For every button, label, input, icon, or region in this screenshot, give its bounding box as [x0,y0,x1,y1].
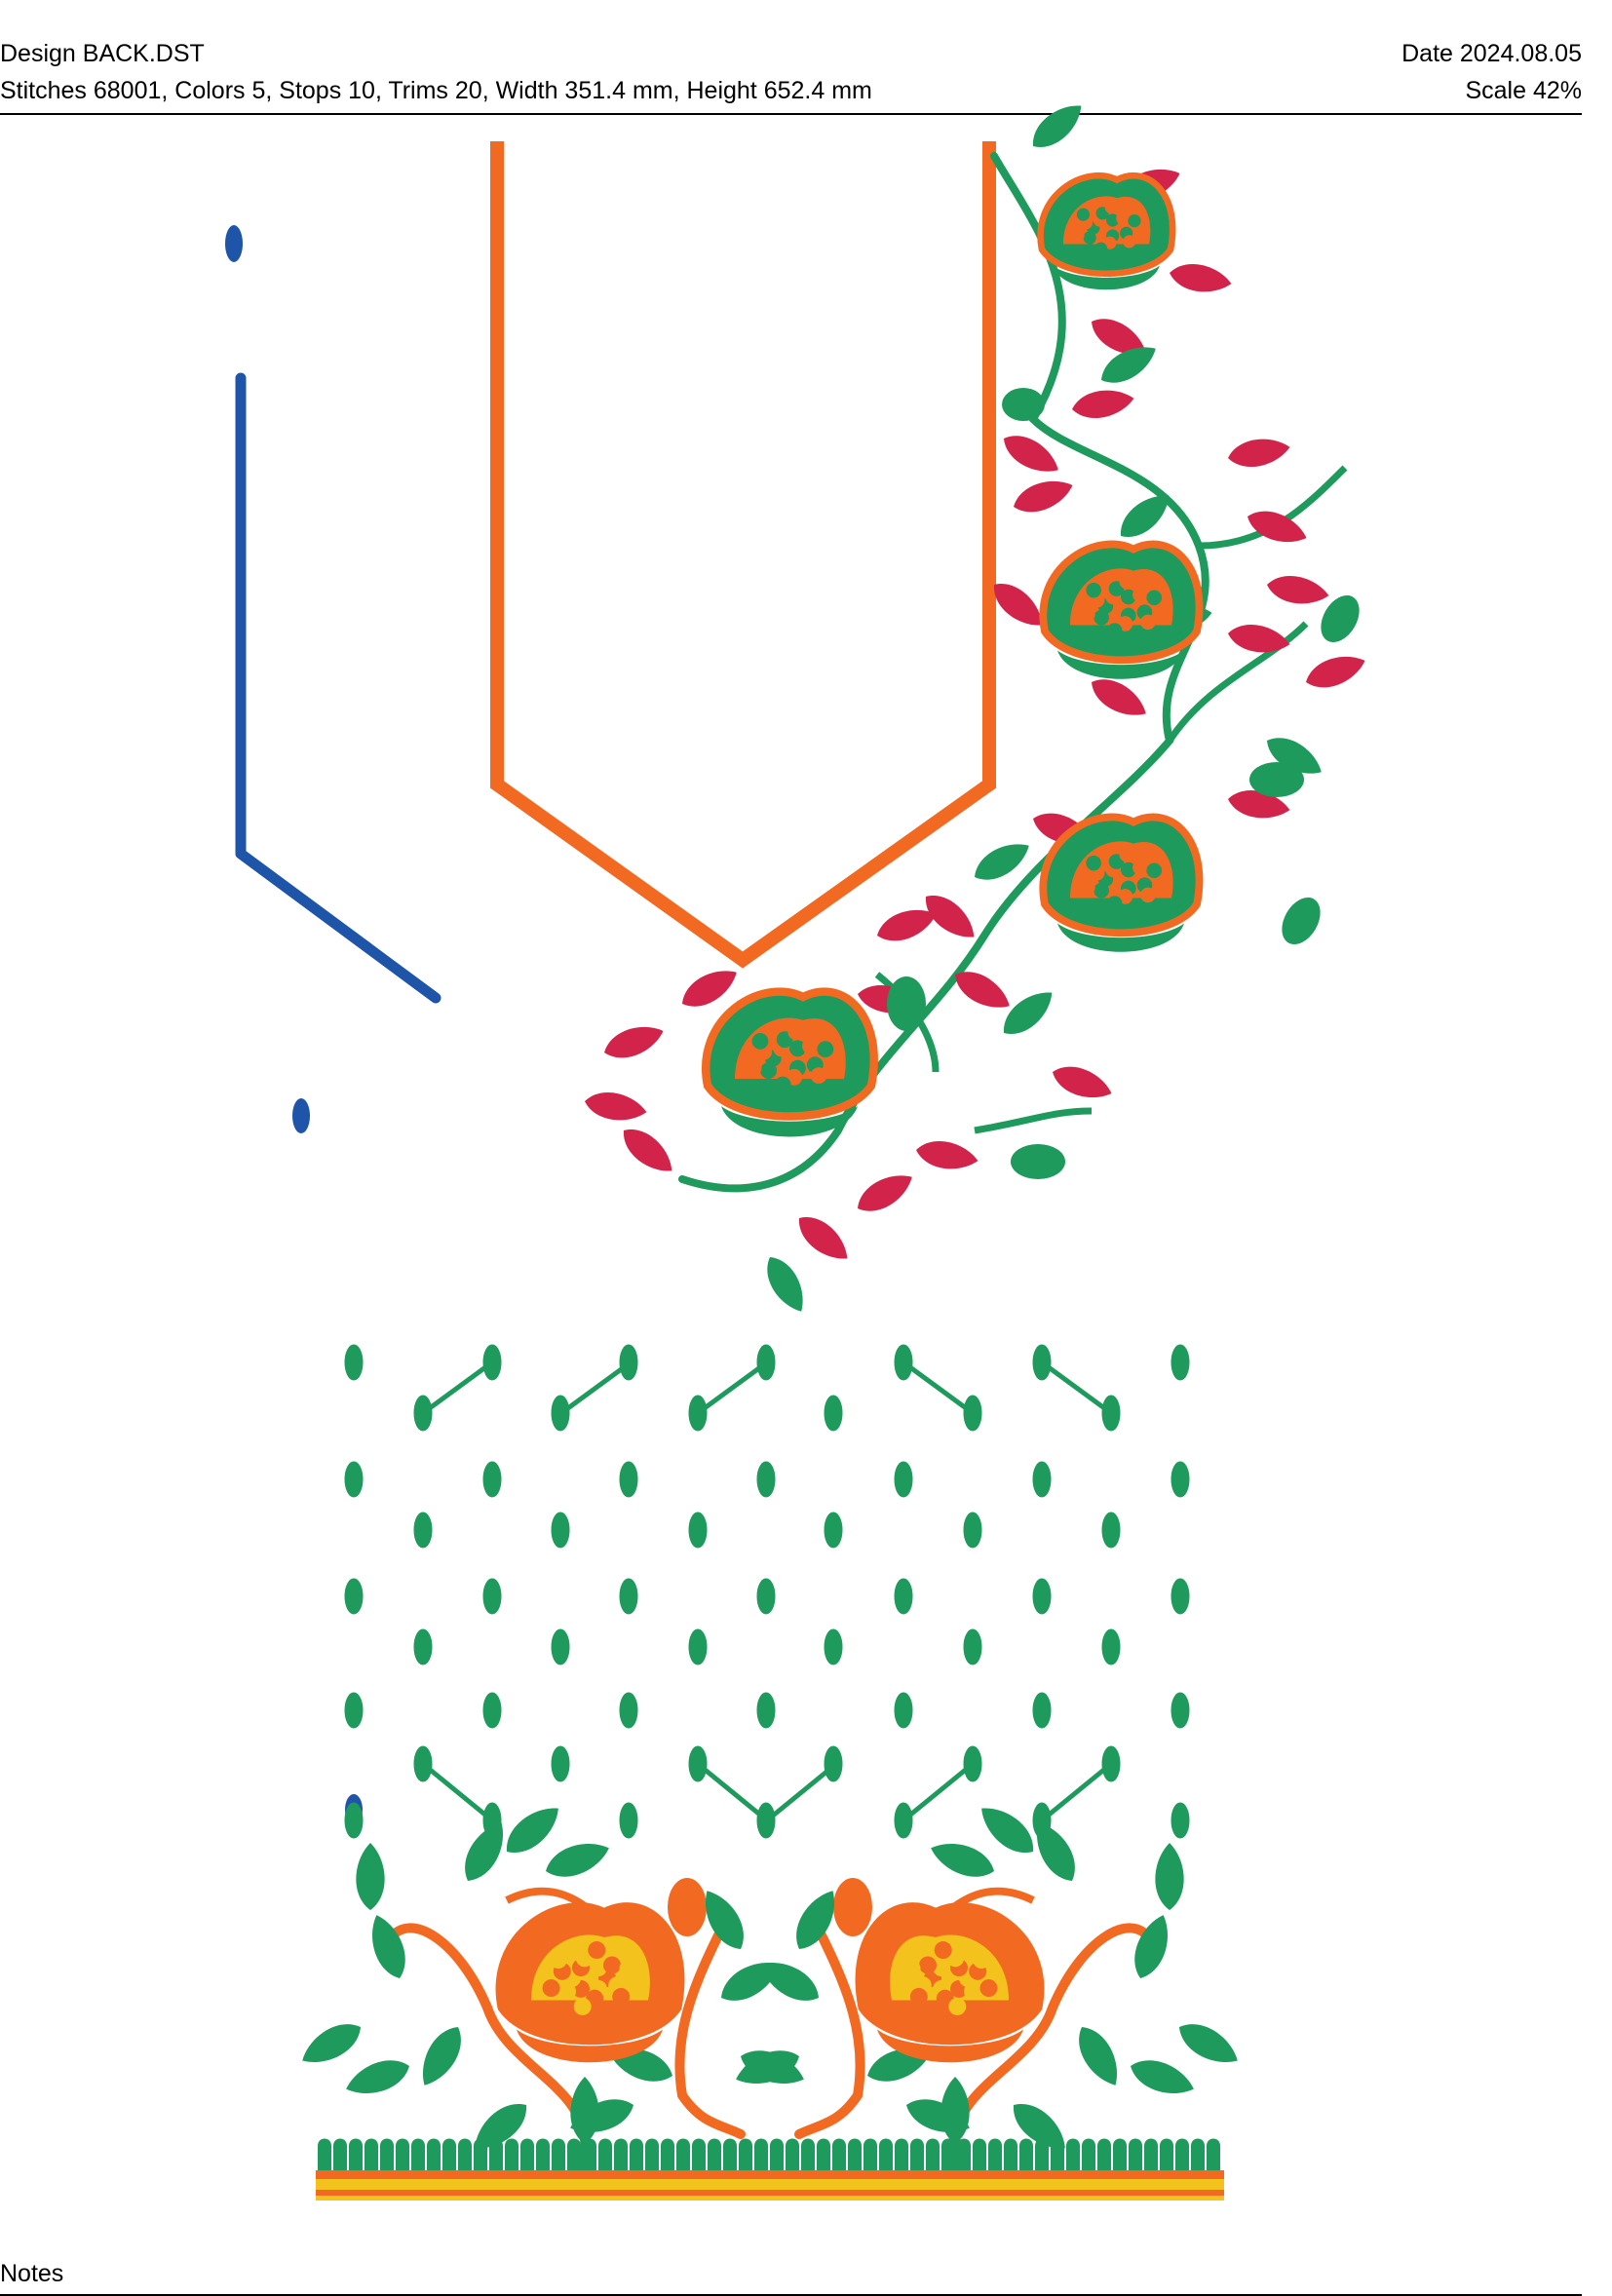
design-scale: Scale 42% [1465,77,1582,104]
floral-corner-motif [585,105,1365,1312]
base-border [316,2138,1224,2200]
design-name: Design BACK.DST [0,40,205,67]
notes-label: Notes [0,2260,64,2287]
border-flower-motif [302,1808,1238,2178]
dot-pattern [344,1344,1190,1839]
blue-guide-line [225,225,441,1825]
neckline-outline [490,141,996,969]
design-stats: Stitches 68001, Colors 5, Stops 10, Trim… [0,77,872,104]
design-date: Date 2024.08.05 [1401,40,1582,67]
header-rule [0,113,1582,115]
